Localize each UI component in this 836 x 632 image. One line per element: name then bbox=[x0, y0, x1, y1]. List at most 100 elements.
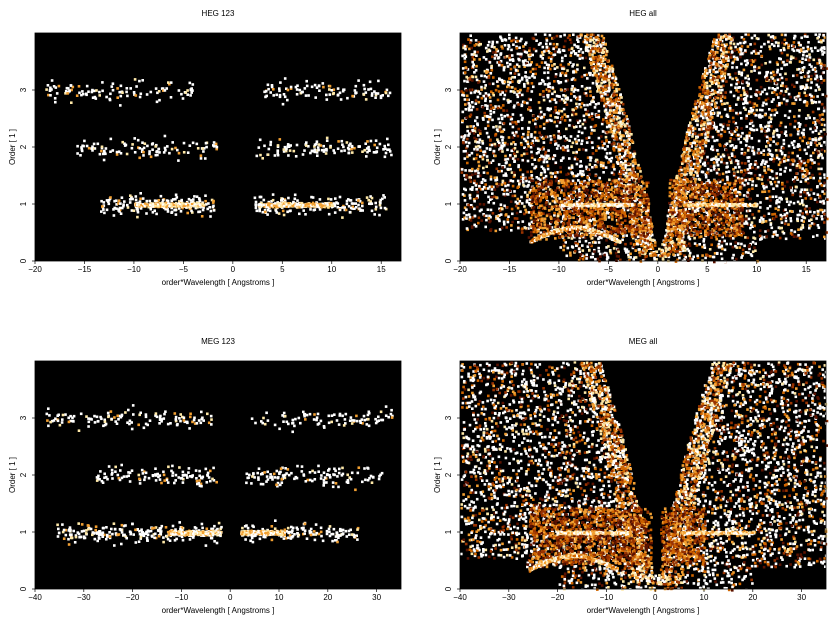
heatmap-cell bbox=[776, 134, 779, 137]
heatmap-cell bbox=[199, 204, 201, 206]
heatmap-cell bbox=[820, 215, 823, 218]
heatmap-cell bbox=[365, 91, 368, 94]
heatmap-cell bbox=[116, 151, 119, 154]
heatmap-cell bbox=[112, 82, 115, 85]
heatmap-cell bbox=[380, 207, 383, 210]
heatmap-cell bbox=[608, 158, 611, 161]
heatmap-cell bbox=[490, 209, 493, 212]
heatmap-cell bbox=[305, 80, 308, 83]
heatmap-cell bbox=[495, 89, 498, 92]
heatmap-cell bbox=[738, 166, 741, 169]
heatmap-cell bbox=[571, 237, 574, 240]
heatmap-cell bbox=[721, 258, 724, 261]
heatmap-cell bbox=[492, 76, 495, 79]
heatmap-cell bbox=[488, 41, 491, 44]
heatmap-cell bbox=[809, 128, 812, 131]
heatmap-cell bbox=[112, 89, 115, 92]
heatmap-cell bbox=[465, 76, 468, 79]
heatmap-cell bbox=[751, 137, 754, 140]
heatmap-cell bbox=[730, 91, 733, 94]
heatmap-cell bbox=[178, 152, 181, 155]
heatmap-cell bbox=[776, 63, 779, 66]
heatmap-cell bbox=[763, 153, 766, 156]
x-tick-label: 0 bbox=[231, 265, 236, 274]
heatmap-cell bbox=[731, 257, 734, 260]
heatmap-cell bbox=[158, 99, 161, 102]
heatmap-cell bbox=[595, 124, 598, 127]
heatmap-cell bbox=[279, 138, 282, 141]
heatmap-cell bbox=[316, 204, 318, 206]
heatmap-cell bbox=[713, 165, 716, 168]
heatmap-cell bbox=[807, 192, 810, 195]
heatmap-cell bbox=[202, 147, 205, 150]
heatmap-cell bbox=[275, 94, 278, 97]
heatmap-cell bbox=[549, 135, 552, 138]
heatmap-cell bbox=[783, 232, 786, 235]
heatmap-cell bbox=[752, 241, 755, 244]
heatmap-cell bbox=[477, 222, 480, 225]
heatmap-cell bbox=[83, 140, 86, 143]
heatmap-cell bbox=[93, 90, 96, 93]
heatmap-cell bbox=[785, 220, 788, 223]
heatmap-cell bbox=[282, 210, 285, 213]
heatmap-cell bbox=[273, 205, 275, 207]
heatmap-cell bbox=[739, 56, 742, 59]
heatmap-cell bbox=[261, 157, 264, 160]
heatmap-cell bbox=[750, 64, 753, 67]
heatmap-cell bbox=[570, 41, 573, 44]
heatmap-cell bbox=[121, 196, 124, 199]
heatmap-cell bbox=[545, 151, 548, 154]
heatmap-cell bbox=[491, 43, 494, 46]
heatmap-cell bbox=[809, 137, 812, 140]
heatmap-cell bbox=[532, 119, 535, 122]
heatmap-cell bbox=[558, 48, 561, 51]
heatmap-cell bbox=[559, 74, 562, 77]
heatmap-cell bbox=[636, 173, 639, 176]
heatmap-cell bbox=[487, 44, 490, 47]
heatmap-cell bbox=[76, 152, 79, 155]
heatmap-cell bbox=[288, 202, 290, 204]
heatmap-cell bbox=[748, 110, 751, 113]
heatmap-cell bbox=[126, 95, 129, 98]
heatmap-cell bbox=[595, 103, 598, 106]
heatmap-cell bbox=[471, 79, 474, 82]
heatmap-cell bbox=[540, 82, 543, 85]
heatmap-cell bbox=[585, 166, 588, 169]
heatmap-cell bbox=[563, 245, 566, 248]
heatmap-cell bbox=[747, 45, 750, 48]
heatmap-cell bbox=[485, 92, 488, 95]
heatmap-cell bbox=[499, 126, 502, 129]
heatmap-cell bbox=[349, 199, 352, 202]
heatmap-cell bbox=[367, 88, 370, 91]
heatmap-cell bbox=[519, 169, 522, 172]
heatmap-cell bbox=[684, 256, 687, 259]
heatmap-cell bbox=[739, 246, 742, 249]
heatmap-cell bbox=[180, 210, 183, 213]
heatmap-cell bbox=[540, 174, 543, 177]
heatmap-cell bbox=[213, 209, 216, 212]
heatmap-cell bbox=[326, 139, 329, 142]
heatmap-cell bbox=[570, 99, 573, 102]
heatmap-cell bbox=[167, 210, 170, 213]
heatmap-cell bbox=[692, 174, 695, 177]
heatmap-cell bbox=[810, 78, 813, 81]
heatmap-cell bbox=[689, 244, 692, 247]
heatmap-cell bbox=[792, 163, 795, 166]
heatmap-cell bbox=[383, 145, 386, 148]
heatmap-cell bbox=[749, 43, 752, 46]
heatmap-cell bbox=[531, 90, 534, 93]
heatmap-cell bbox=[812, 152, 815, 155]
heatmap-cell bbox=[278, 87, 281, 90]
heatmap-cell bbox=[121, 141, 124, 144]
heatmap-cell bbox=[317, 146, 320, 149]
heatmap-cell bbox=[385, 152, 388, 155]
heatmap-cell bbox=[823, 128, 826, 131]
heatmap-cell bbox=[80, 94, 83, 97]
heatmap-cell bbox=[768, 87, 771, 90]
heatmap-cell bbox=[815, 33, 818, 36]
heatmap-cell bbox=[539, 158, 542, 161]
heatmap-cell bbox=[386, 148, 389, 151]
heatmap-cell bbox=[588, 136, 591, 139]
heatmap-cell bbox=[770, 114, 773, 117]
heatmap-cell bbox=[774, 36, 777, 39]
